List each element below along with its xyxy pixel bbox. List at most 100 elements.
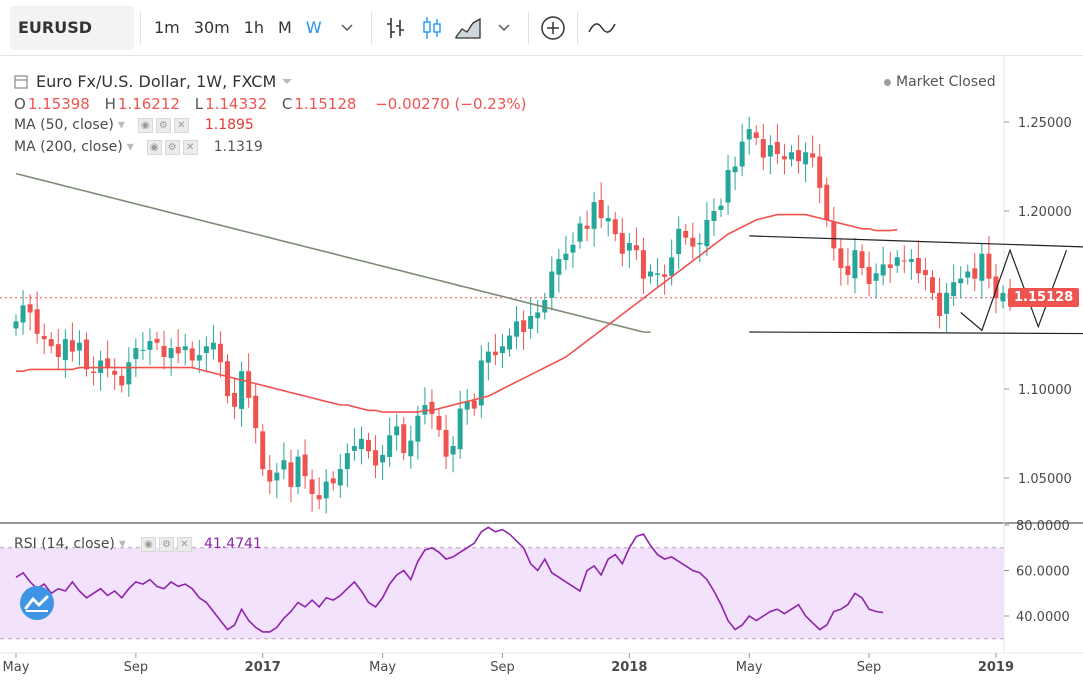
market-status-text: Market Closed [896, 74, 996, 90]
change-value: −0.00270 (−0.23%) [375, 95, 527, 113]
candle-body [605, 218, 611, 222]
ma200-legend[interactable]: MA (200, close) ▾ ◉ ⚙ ✕ 1.1319 [14, 139, 528, 155]
symbol-search[interactable]: EURUSD [10, 5, 134, 50]
interval-week[interactable]: W [305, 18, 322, 37]
candle-body [711, 211, 717, 221]
candle-body [662, 274, 668, 277]
candle-body [626, 243, 632, 251]
candle-body [91, 371, 97, 373]
visibility-icon[interactable]: ◉ [146, 139, 162, 155]
candle-body [972, 268, 978, 279]
candle-body [62, 339, 68, 361]
collapse-legend-icon[interactable] [14, 74, 28, 89]
candle-body [210, 342, 216, 350]
candle-body [704, 219, 710, 247]
low-label: L [194, 95, 204, 113]
compare-icon[interactable] [584, 8, 620, 48]
candle-body [267, 470, 273, 482]
candle-body [817, 156, 823, 188]
candle-body [76, 342, 82, 351]
candle-body [584, 225, 590, 229]
candle-body [41, 335, 47, 340]
rsi-label: RSI (14, close) [14, 536, 115, 552]
bar-style-icon[interactable] [378, 8, 414, 48]
candle-body [232, 392, 238, 407]
visibility-icon[interactable]: ◉ [137, 117, 153, 133]
chevron-down-icon[interactable]: ▾ [118, 536, 126, 552]
chevron-down-icon[interactable] [329, 8, 365, 48]
last-price-tag: 1.15128 [1008, 288, 1080, 307]
settings-icon[interactable]: ⚙ [155, 117, 171, 133]
candle-body [48, 339, 54, 347]
candle-body [986, 253, 992, 279]
candle-body [521, 320, 527, 333]
candle-body [965, 271, 971, 278]
interval-1m[interactable]: 1m [154, 18, 180, 37]
candle-body [697, 243, 703, 245]
candle-body [239, 371, 245, 409]
chart-area[interactable]: 1.25000 1.20000 1.10000 1.05000 80.0000 60.00… [0, 56, 1083, 689]
candle-body [725, 170, 731, 203]
candle-body [330, 478, 336, 484]
interval-30m[interactable]: 30m [193, 18, 230, 37]
price-axis-label: 1.05000 [1018, 472, 1072, 487]
candle-body [535, 312, 541, 319]
candle-body [105, 358, 111, 368]
rsi-axis-label: 80.0000 [1016, 519, 1070, 534]
candle-body [154, 338, 160, 343]
low-value: 1.14332 [205, 95, 268, 113]
chevron-down-icon[interactable]: ▾ [126, 139, 134, 155]
price-chart[interactable]: 1.25000 1.20000 1.10000 1.05000 80.0000 60.00… [0, 56, 1083, 689]
candle-body [13, 321, 19, 329]
interval-month[interactable]: M [278, 18, 292, 37]
close-icon[interactable]: ✕ [182, 139, 198, 155]
candle-body [358, 438, 364, 450]
visibility-icon[interactable]: ◉ [140, 536, 156, 552]
candle-body [253, 395, 259, 429]
area-style-icon[interactable] [450, 8, 486, 48]
candle-body [803, 152, 809, 165]
candle-body [133, 348, 139, 360]
candle-body [767, 145, 773, 157]
candle-body [436, 416, 442, 430]
candle-body [760, 139, 766, 158]
chevron-down-icon[interactable] [486, 8, 522, 48]
settings-icon[interactable]: ⚙ [158, 536, 174, 552]
rsi-axis-label: 40.0000 [1016, 610, 1070, 625]
candle-body [366, 439, 371, 452]
candle-body [549, 271, 555, 298]
candle-body [690, 237, 696, 247]
candle-body [492, 351, 498, 356]
interval-1h[interactable]: 1h [243, 18, 265, 37]
ma50-legend[interactable]: MA (50, close) ▾ ◉ ⚙ ✕ 1.1895 [14, 117, 528, 133]
candle-body [507, 335, 512, 350]
candle-body [810, 153, 816, 158]
candle-body [471, 400, 477, 409]
candle-body [34, 309, 40, 334]
candle-body [866, 266, 872, 284]
settings-icon[interactable]: ⚙ [164, 139, 180, 155]
candle-body [831, 222, 837, 249]
price-axis-label: 1.25000 [1018, 116, 1072, 131]
candle-style-icon[interactable] [414, 8, 450, 48]
close-icon[interactable]: ✕ [173, 117, 189, 133]
chevron-down-icon[interactable]: ▾ [117, 117, 125, 133]
candle-body [119, 375, 125, 386]
candle-body [640, 250, 646, 279]
chevron-down-icon[interactable] [282, 78, 293, 85]
candle-body [746, 129, 752, 140]
candle-body [351, 445, 357, 451]
rsi-value: 41.4741 [203, 536, 262, 552]
add-indicator-icon[interactable] [535, 8, 571, 48]
candle-body [387, 435, 393, 457]
tradingview-logo-icon[interactable] [20, 586, 54, 620]
time-axis-label: May [3, 660, 30, 675]
candle-body [499, 346, 505, 354]
status-dot-icon [884, 78, 891, 86]
open-label: O [14, 95, 26, 113]
close-icon[interactable]: ✕ [176, 536, 192, 552]
candle-body [901, 260, 907, 262]
candle-body [958, 278, 964, 284]
candle-body [464, 401, 470, 410]
rsi-legend[interactable]: RSI (14, close) ▾ ◉ ⚙ ✕ 41.4741 [14, 536, 262, 552]
